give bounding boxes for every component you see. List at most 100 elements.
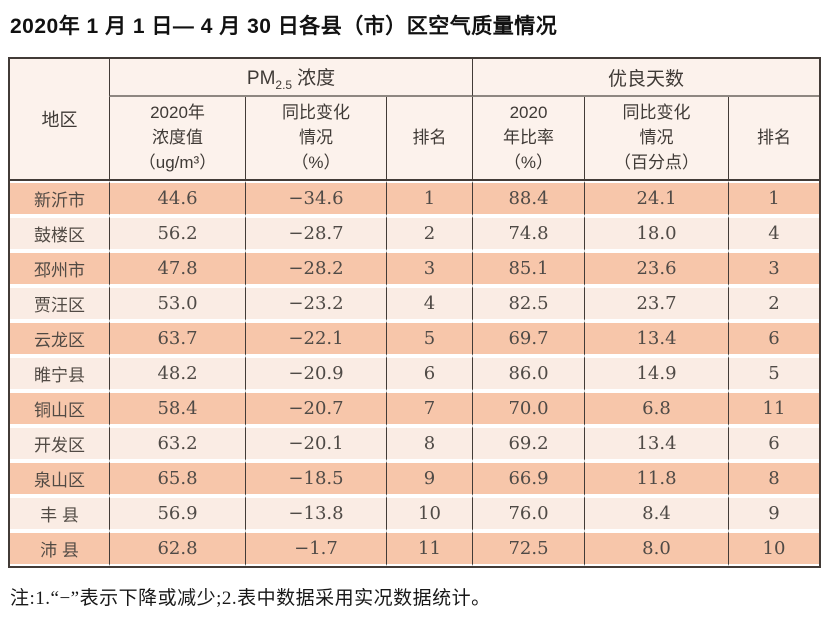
pm-change-cell: −34.6 [245, 181, 386, 217]
good-rank-cell: 11 [728, 391, 819, 427]
page-title: 2020年 1 月 1 日— 4 月 30 日各县（市）区空气质量情况 [10, 15, 558, 38]
good-change-cell: 8.0 [584, 531, 728, 567]
pm-value-cell: 63.2 [109, 426, 245, 462]
pm-value-cell: 56.9 [109, 496, 245, 532]
col-header-region: 地区 [10, 59, 109, 182]
col-header-pm-value: 2020年 浓度值 （ug/m³） [109, 97, 245, 182]
good-change-cell: 23.7 [584, 286, 728, 322]
good-change-cell: 13.4 [584, 426, 728, 462]
good-change-cell: 13.4 [584, 321, 728, 357]
pm25-suffix: 浓度 [297, 67, 336, 89]
good-rank-cell: 4 [728, 216, 819, 252]
pm-rank-cell: 3 [386, 251, 472, 287]
pm25-label: PM [246, 67, 276, 89]
pm-value-cell: 44.6 [109, 181, 245, 217]
sub-header-row: 2020年 浓度值 （ug/m³） 同比变化 情况 （%） 排名 2020 年比… [10, 97, 819, 182]
good-rank-cell: 3 [728, 251, 819, 287]
region-name: 新沂市 [10, 181, 109, 217]
good-rank-cell: 5 [728, 356, 819, 392]
region-name: 沛 县 [10, 531, 109, 567]
table-row: 邳州市 47.8 −28.2 3 85.1 23.6 3 [10, 251, 819, 287]
good-ratio-cell: 69.7 [472, 321, 584, 357]
good-change-cell: 8.4 [584, 496, 728, 532]
pm-rank-cell: 10 [386, 496, 472, 532]
pm-change-cell: −20.7 [245, 391, 386, 427]
good-ratio-cell: 69.2 [472, 426, 584, 462]
good-rank-cell: 1 [728, 181, 819, 217]
air-quality-table: 地区 PM2.5 浓度 优良天数 2020年 浓度值 （ug/m³） 同比变化 情… [8, 57, 821, 569]
col-header-good-rank: 排名 [728, 97, 819, 182]
pm-value-cell: 56.2 [109, 216, 245, 252]
good-ratio-cell: 82.5 [472, 286, 584, 322]
pm25-subscript: 2.5 [275, 77, 293, 92]
region-name: 贾汪区 [10, 286, 109, 322]
region-name: 丰 县 [10, 496, 109, 532]
good-rank-cell: 6 [728, 321, 819, 357]
good-ratio-cell: 76.0 [472, 496, 584, 532]
col-header-good-change: 同比变化 情况 （百分点） [584, 97, 728, 182]
pm-change-cell: −28.2 [245, 251, 386, 287]
col-header-pm-change: 同比变化 情况 （%） [245, 97, 386, 182]
pm-change-cell: −13.8 [245, 496, 386, 532]
good-rank-cell: 2 [728, 286, 819, 322]
good-rank-cell: 10 [728, 531, 819, 567]
good-change-cell: 11.8 [584, 461, 728, 497]
col-header-good-ratio: 2020 年比率 （%） [472, 97, 584, 182]
table-row: 鼓楼区 56.2 −28.7 2 74.8 18.0 4 [10, 216, 819, 252]
good-rank-cell: 8 [728, 461, 819, 497]
pm-rank-cell: 7 [386, 391, 472, 427]
pm-change-cell: −28.7 [245, 216, 386, 252]
good-change-cell: 14.9 [584, 356, 728, 392]
table-row: 开发区 63.2 −20.1 8 69.2 13.4 6 [10, 426, 819, 462]
good-change-cell: 6.8 [584, 391, 728, 427]
table-body: 新沂市 44.6 −34.6 1 88.4 24.1 1 鼓楼区 56.2 −2… [10, 181, 819, 567]
good-change-cell: 18.0 [584, 216, 728, 252]
good-ratio-cell: 86.0 [472, 356, 584, 392]
pm-value-cell: 47.8 [109, 251, 245, 287]
pm-value-cell: 63.7 [109, 321, 245, 357]
col-header-pm-rank: 排名 [386, 97, 472, 182]
pm-change-cell: −20.9 [245, 356, 386, 392]
region-name: 开发区 [10, 426, 109, 462]
pm-change-cell: −18.5 [245, 461, 386, 497]
table-row: 丰 县 56.9 −13.8 10 76.0 8.4 9 [10, 496, 819, 532]
pm-value-cell: 62.8 [109, 531, 245, 567]
table-row: 睢宁县 48.2 −20.9 6 86.0 14.9 5 [10, 356, 819, 392]
col-group-good-days: 优良天数 [472, 59, 819, 98]
pm-rank-cell: 1 [386, 181, 472, 217]
good-ratio-cell: 74.8 [472, 216, 584, 252]
pm-change-cell: −23.2 [245, 286, 386, 322]
pm-rank-cell: 2 [386, 216, 472, 252]
footnote: 注:1.“−”表示下降或减少;2.表中数据采用实况数据统计。 [10, 588, 491, 610]
region-name: 铜山区 [10, 391, 109, 427]
region-name: 睢宁县 [10, 356, 109, 392]
table-row: 云龙区 63.7 −22.1 5 69.7 13.4 6 [10, 321, 819, 357]
good-ratio-cell: 88.4 [472, 181, 584, 217]
table-row: 铜山区 58.4 −20.7 7 70.0 6.8 11 [10, 391, 819, 427]
good-change-cell: 23.6 [584, 251, 728, 287]
region-name: 邳州市 [10, 251, 109, 287]
pm-rank-cell: 5 [386, 321, 472, 357]
pm-value-cell: 48.2 [109, 356, 245, 392]
table-row: 贾汪区 53.0 −23.2 4 82.5 23.7 2 [10, 286, 819, 322]
good-change-cell: 24.1 [584, 181, 728, 217]
pm-rank-cell: 9 [386, 461, 472, 497]
region-name: 鼓楼区 [10, 216, 109, 252]
pm-rank-cell: 8 [386, 426, 472, 462]
table-row: 泉山区 65.8 −18.5 9 66.9 11.8 8 [10, 461, 819, 497]
pm-change-cell: −22.1 [245, 321, 386, 357]
region-name: 云龙区 [10, 321, 109, 357]
good-ratio-cell: 66.9 [472, 461, 584, 497]
good-rank-cell: 6 [728, 426, 819, 462]
pm-value-cell: 58.4 [109, 391, 245, 427]
pm-value-cell: 65.8 [109, 461, 245, 497]
pm-value-cell: 53.0 [109, 286, 245, 322]
pm-change-cell: −20.1 [245, 426, 386, 462]
pm-rank-cell: 4 [386, 286, 472, 322]
group-header-row: 地区 PM2.5 浓度 优良天数 [10, 59, 819, 182]
table-row: 沛 县 62.8 −1.7 11 72.5 8.0 10 [10, 531, 819, 567]
pm-rank-cell: 6 [386, 356, 472, 392]
table-row: 新沂市 44.6 −34.6 1 88.4 24.1 1 [10, 181, 819, 217]
good-ratio-cell: 72.5 [472, 531, 584, 567]
